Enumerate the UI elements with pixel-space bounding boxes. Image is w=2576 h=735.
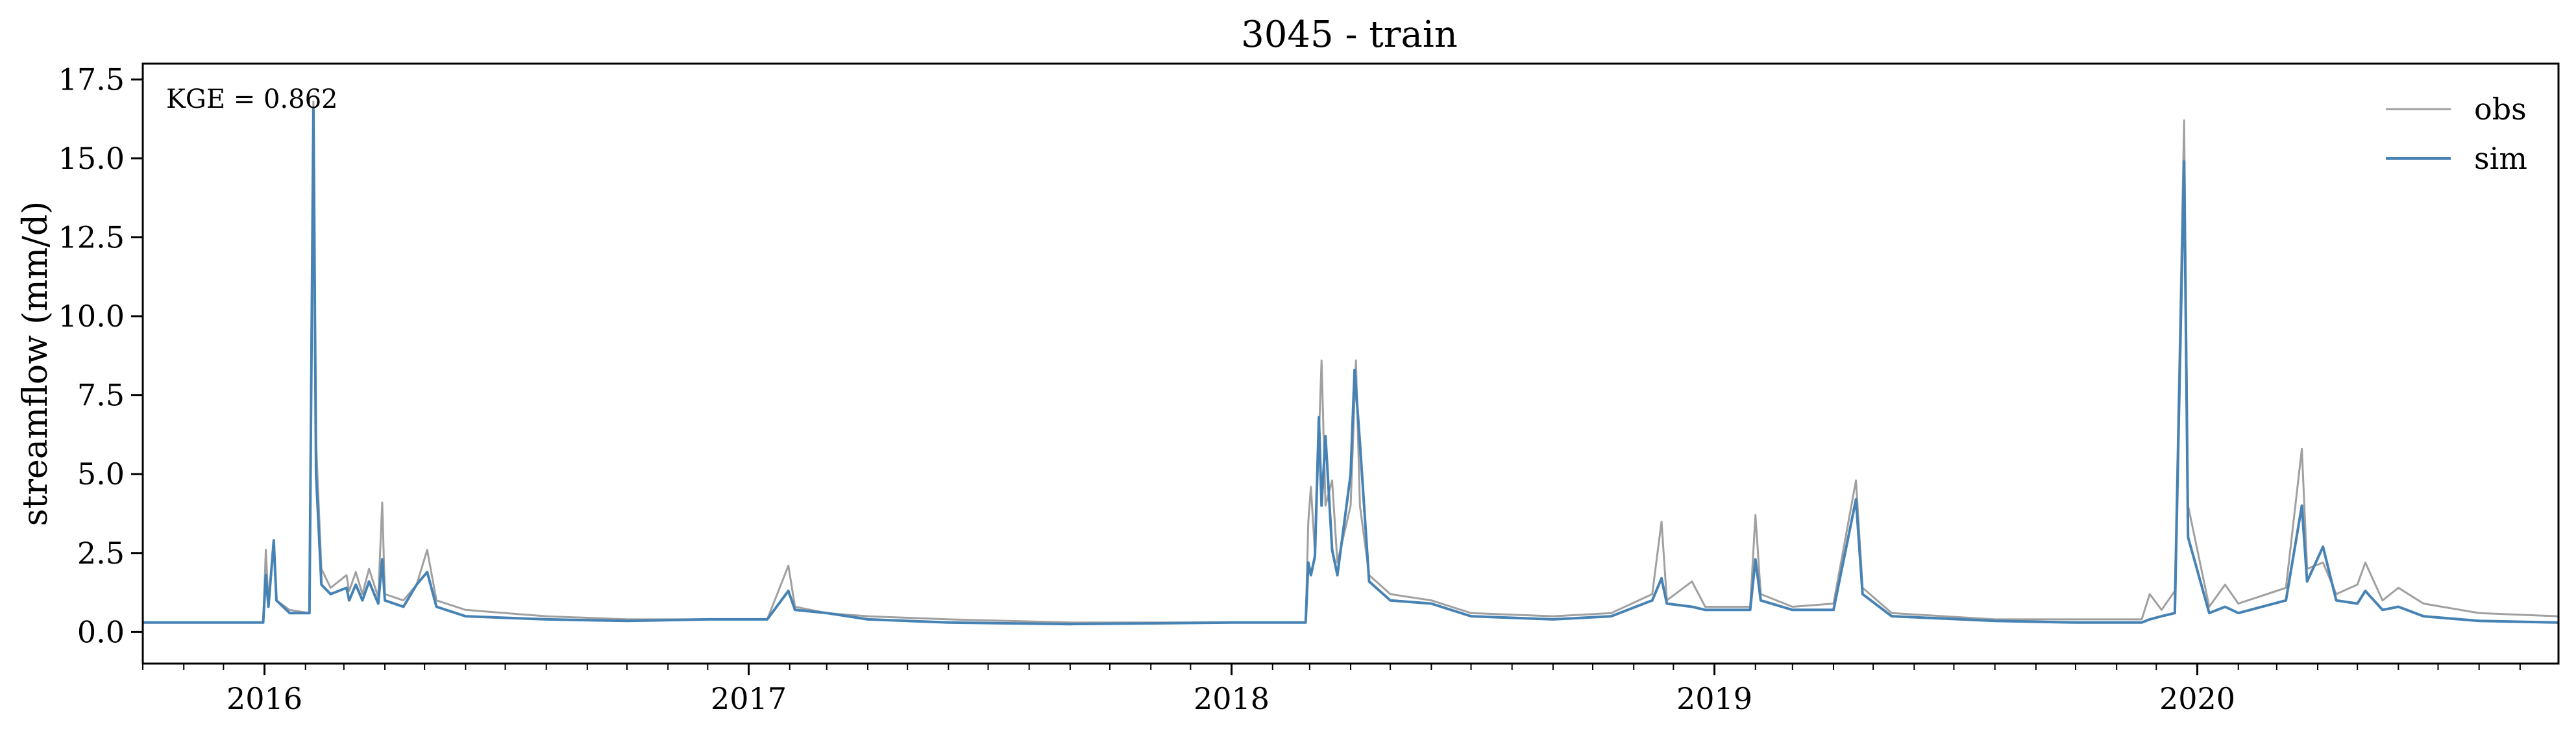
x-tick-label: 2016 (227, 681, 302, 716)
x-axis: 2016 2017 2018 2019 2020 (142, 664, 2521, 716)
x-tick-label: 2020 (2159, 681, 2235, 716)
plot-area (143, 100, 2558, 626)
legend: obs sim (2386, 92, 2527, 176)
y-tick-label: 17.5 (58, 62, 125, 97)
y-tick-label: 2.5 (77, 536, 125, 571)
y-axis: 0.0 2.5 5.0 7.5 10.0 12.5 15.0 17.5 (58, 62, 143, 649)
series-line-obs (143, 100, 2558, 624)
chart-title: 3045 - train (1241, 14, 1458, 56)
y-tick-label: 15.0 (58, 141, 125, 176)
y-tick-label: 0.0 (77, 614, 125, 649)
plot-frame (141, 62, 2560, 665)
x-tick-label: 2017 (711, 681, 787, 716)
y-axis-title: streamflow (mm/d) (16, 201, 55, 527)
y-tick-label: 12.5 (58, 219, 125, 255)
y-tick-label: 10.0 (58, 299, 125, 334)
y-tick-label: 5.0 (77, 456, 125, 492)
legend-label-sim: sim (2474, 141, 2527, 176)
x-tick-label: 2019 (1676, 681, 1752, 716)
y-tick-label: 7.5 (77, 378, 125, 413)
series-line-sim (143, 106, 2558, 626)
x-tick-label: 2018 (1194, 681, 1270, 716)
series-layer (143, 100, 2558, 626)
legend-label-obs: obs (2474, 92, 2527, 127)
kge-annotation: KGE = 0.862 (166, 84, 338, 114)
